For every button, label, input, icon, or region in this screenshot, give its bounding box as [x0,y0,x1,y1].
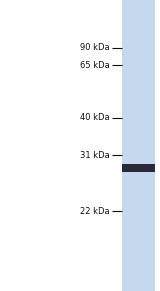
Text: 40 kDa: 40 kDa [80,113,110,123]
Bar [122,0,155,291]
Text: 22 kDa: 22 kDa [80,207,110,216]
Text: 31 kDa: 31 kDa [80,150,110,159]
Text: 65 kDa: 65 kDa [80,61,110,70]
Text: 90 kDa: 90 kDa [80,43,110,52]
Bar [122,164,155,172]
